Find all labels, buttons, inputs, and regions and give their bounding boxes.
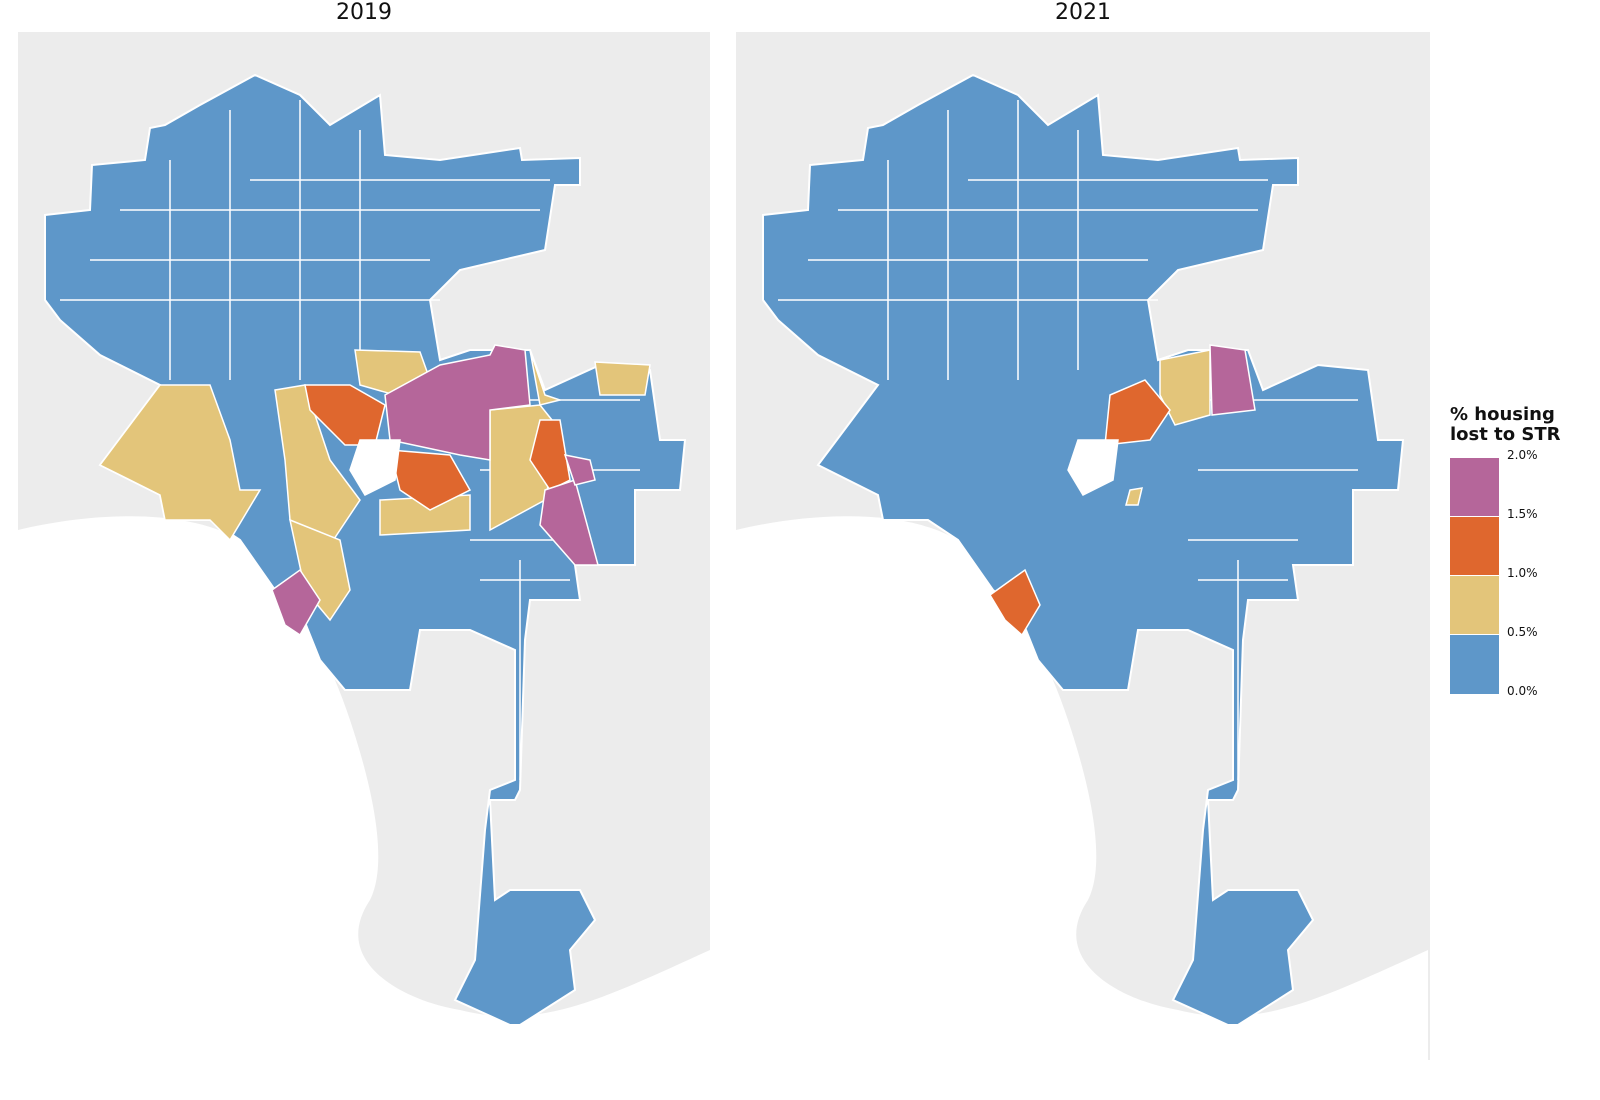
legend-title-line2: lost to STR [1450,424,1561,445]
map-panel-2019 [18,32,710,1060]
unpopulated-area [1067,439,1119,496]
region-1.0-1.5 [989,568,1041,637]
legend-break-label: 1.5% [1507,507,1538,521]
region-1.5-2.0 [1209,344,1256,416]
legend-swatch [1450,634,1499,694]
map-panel-2021 [736,32,1430,1060]
region-1.0-1.5 [389,449,472,511]
region-1.5-2.0 [384,344,531,461]
region-0.5-1.0 [98,384,262,542]
legend-break-label: 1.0% [1507,566,1538,580]
legend-break-label: 0.5% [1507,625,1538,639]
legend: % housing lost to STR 2.0% 1.5% 1.0% 0.5% 0.… [1450,404,1600,698]
region-1.5-2.0 [563,454,596,486]
legend-swatch [1450,575,1499,635]
region-0.5-1.0 [594,361,651,396]
region-1.0-1.5 [1104,379,1171,446]
unpopulated-area [349,439,401,496]
region-0.5-1.0 [529,349,563,406]
region-1.5-2.0 [539,479,599,566]
legend-break-label: 0.0% [1507,684,1538,698]
legend-swatch [1450,457,1499,517]
region-1.5-2.0 [271,568,321,637]
region-0.5-1.0 [1159,349,1211,426]
legend-break-label: 2.0% [1507,448,1538,462]
panel-title-2019: 2019 [336,0,392,25]
panel-title-2021: 2021 [1055,0,1111,25]
legend-title-line1: % housing [1450,404,1555,425]
region-0.5-1.0 [1125,487,1143,506]
legend-swatch [1450,516,1499,576]
